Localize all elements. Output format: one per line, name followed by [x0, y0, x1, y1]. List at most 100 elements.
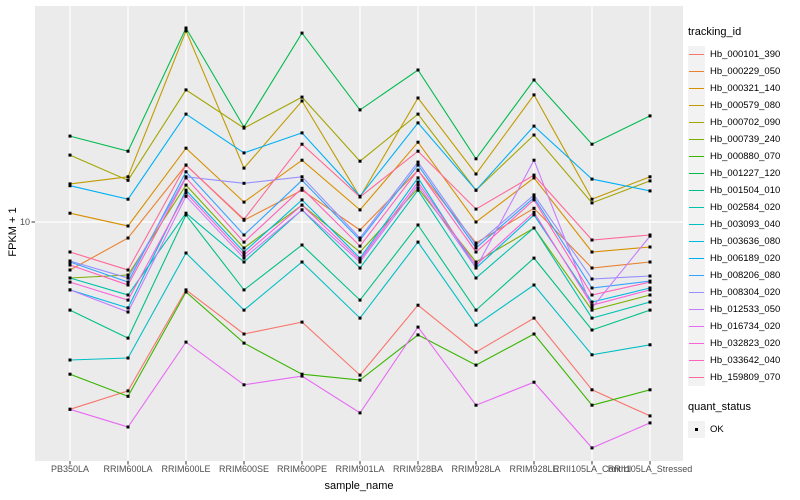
- legend-key-line-icon: [688, 148, 705, 165]
- data-point: [300, 260, 304, 264]
- data-point: [648, 343, 652, 347]
- data-point: [590, 177, 594, 181]
- data-point: [474, 188, 478, 192]
- data-point: [474, 363, 478, 367]
- data-point: [648, 421, 652, 425]
- legend-label: Hb_003636_080: [710, 236, 781, 247]
- data-point: [242, 217, 246, 221]
- legend-key-line-icon: [688, 318, 705, 335]
- data-point: [532, 206, 536, 210]
- data-point: [126, 310, 130, 314]
- data-point: [648, 286, 652, 290]
- legend-label: Hb_016734_020: [710, 321, 781, 332]
- legend-label: Hb_008206_080: [710, 270, 781, 281]
- data-point: [416, 149, 420, 153]
- data-point: [358, 236, 362, 240]
- legend-label: Hb_000229_050: [710, 66, 781, 77]
- data-point: [416, 112, 420, 116]
- data-point: [242, 151, 246, 155]
- data-point: [590, 201, 594, 205]
- data-point: [648, 414, 652, 418]
- data-point: [358, 238, 362, 242]
- data-point: [300, 208, 304, 212]
- data-point: [358, 228, 362, 232]
- data-point: [126, 306, 130, 310]
- data-point: [590, 403, 594, 407]
- legend-label: Hb_001504_010: [710, 185, 781, 196]
- data-point: [358, 208, 362, 212]
- legend-item-Hb_000229_050: Hb_000229_050: [688, 63, 800, 80]
- data-point: [300, 142, 304, 146]
- data-point: [184, 112, 188, 116]
- legend-item-Hb_008206_080: Hb_008206_080: [688, 267, 800, 284]
- legend-item-Hb_008304_020: Hb_008304_020: [688, 284, 800, 301]
- data-point: [184, 183, 188, 187]
- legend-key-line-icon: [688, 301, 705, 318]
- x-tick-label-RRIM928LA: RRIM928LA: [451, 464, 501, 474]
- data-point: [126, 298, 130, 302]
- data-point: [532, 124, 536, 128]
- data-point: [300, 188, 304, 192]
- legend-key-line-icon: [688, 233, 705, 250]
- data-point: [532, 380, 536, 384]
- data-point: [126, 276, 130, 280]
- data-point: [532, 193, 536, 197]
- legend-item-Hb_003636_080: Hb_003636_080: [688, 233, 800, 250]
- data-point: [68, 263, 72, 267]
- legend-item-Hb_001504_010: Hb_001504_010: [688, 182, 800, 199]
- data-point: [416, 186, 420, 190]
- legend-label: Hb_000321_140: [710, 83, 781, 94]
- data-point: [126, 293, 130, 297]
- data-point: [68, 358, 72, 362]
- legend: tracking_id Hb_000101_390 Hb_000229_050 Hb…: [688, 26, 800, 438]
- data-point: [590, 303, 594, 307]
- data-point: [242, 250, 246, 254]
- data-point: [416, 140, 420, 144]
- data-point: [184, 146, 188, 150]
- data-point: [242, 125, 246, 129]
- data-point: [474, 246, 478, 250]
- data-point: [126, 175, 130, 179]
- legend-item-Hb_000321_140: Hb_000321_140: [688, 80, 800, 97]
- data-point: [532, 213, 536, 217]
- data-point: [242, 200, 246, 204]
- legend-title-tracking-id: tracking_id: [688, 26, 742, 38]
- data-point: [300, 99, 304, 103]
- data-point: [532, 173, 536, 177]
- legend-key-line-icon: [688, 182, 705, 199]
- legend-label: Hb_000702_090: [710, 117, 781, 128]
- data-point: [300, 198, 304, 202]
- data-point: [68, 308, 72, 312]
- x-tick-label-RRIM928BA: RRIM928BA: [392, 464, 444, 474]
- data-point: [300, 243, 304, 247]
- legend-item-Hb_000739_240: Hb_000739_240: [688, 131, 800, 148]
- legend-key-line-icon: [688, 250, 705, 267]
- data-point: [68, 184, 72, 188]
- legend-key-line-icon: [688, 267, 705, 284]
- legend-item-Hb_033642_040: Hb_033642_040: [688, 352, 800, 369]
- data-point: [126, 273, 130, 277]
- data-point: [532, 78, 536, 82]
- data-point: [416, 183, 420, 187]
- data-point: [300, 186, 304, 190]
- data-point: [474, 323, 478, 327]
- data-point: [242, 341, 246, 345]
- x-tick-label-RRIM901LA: RRIM901LA: [335, 464, 385, 474]
- x-tick-label-RRIM600LE: RRIM600LE: [161, 464, 211, 474]
- data-point: [68, 288, 72, 292]
- data-point: [590, 446, 594, 450]
- data-point: [590, 293, 594, 297]
- data-point: [68, 211, 72, 215]
- legend-label: Hb_000739_240: [710, 134, 781, 145]
- data-point: [358, 195, 362, 199]
- data-point: [590, 250, 594, 254]
- legend-label: Hb_003093_040: [710, 219, 781, 230]
- data-point: [590, 316, 594, 320]
- data-point: [300, 203, 304, 207]
- data-point: [184, 290, 188, 294]
- data-point: [358, 411, 362, 415]
- legend-title-quant-status: quant_status: [688, 401, 751, 413]
- data-point: [532, 158, 536, 162]
